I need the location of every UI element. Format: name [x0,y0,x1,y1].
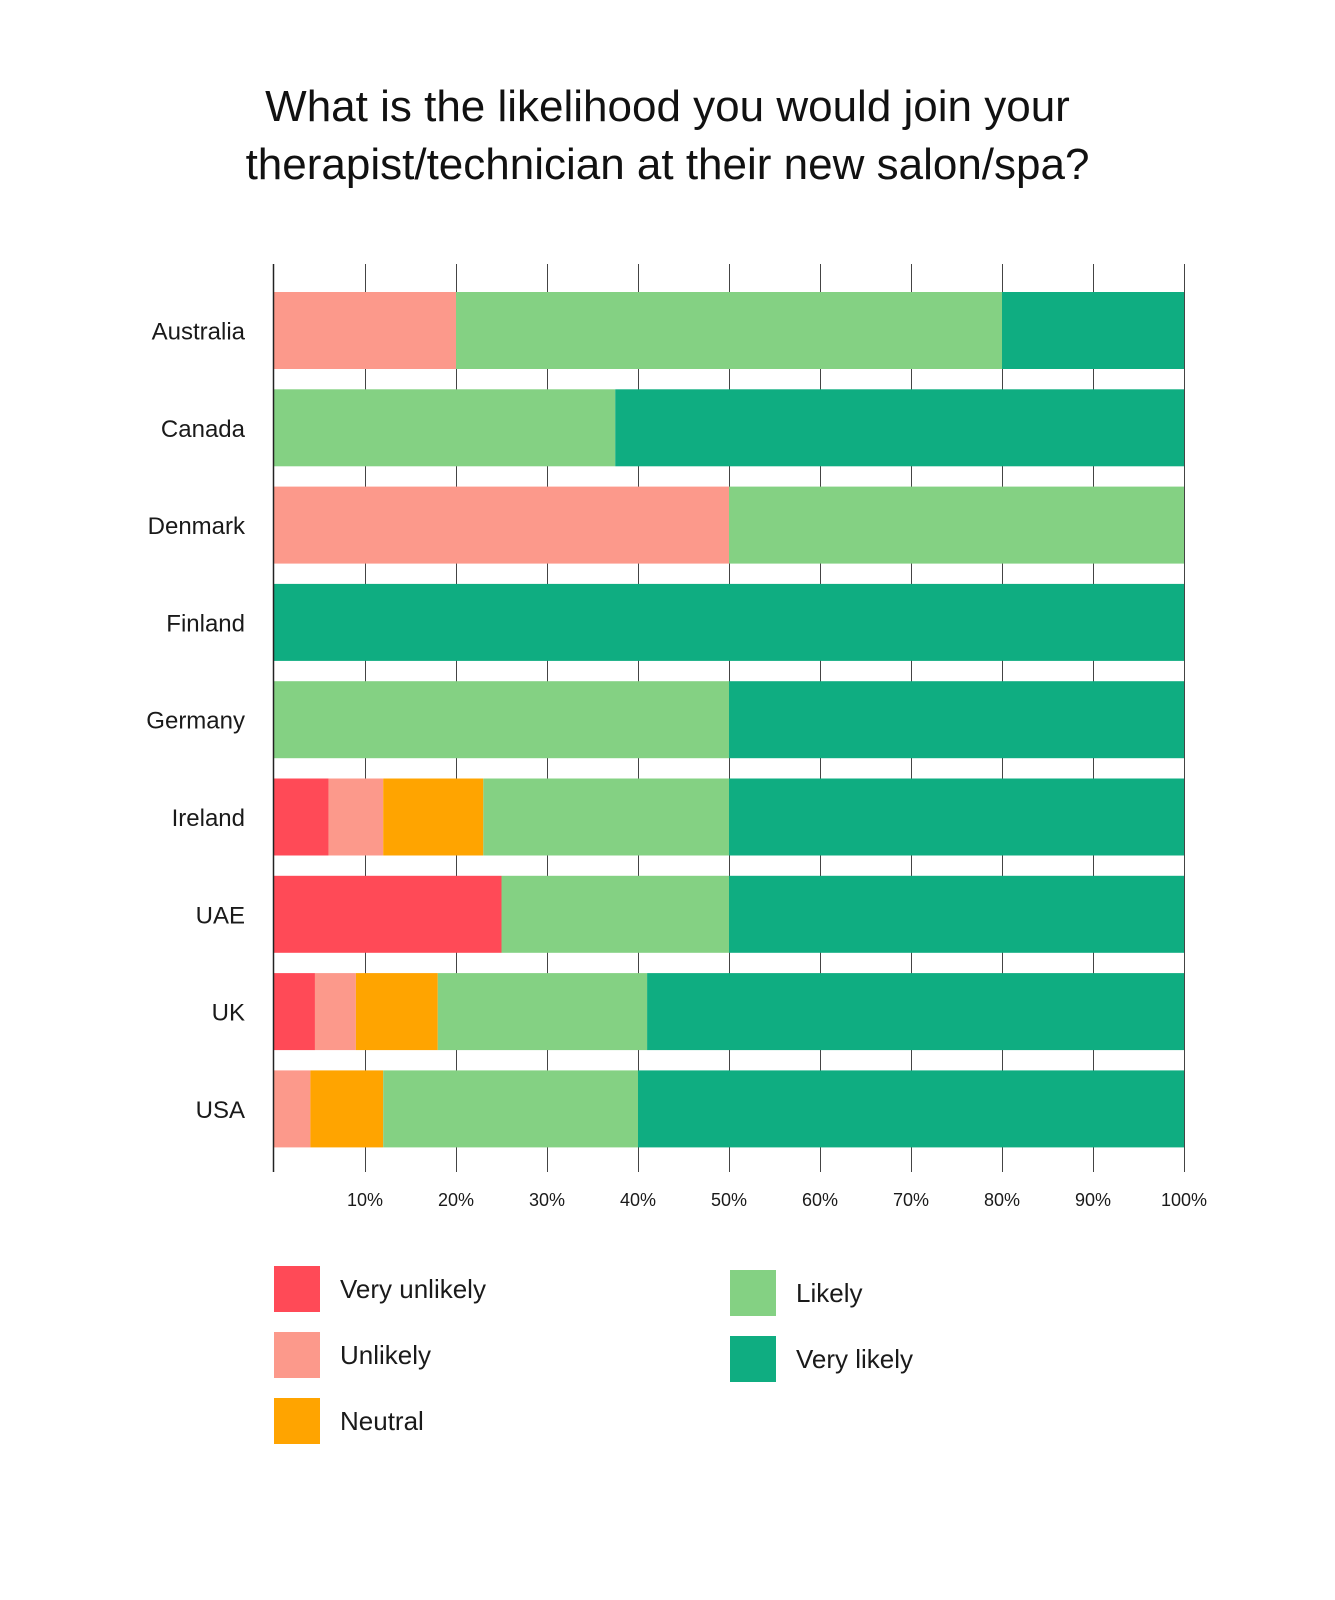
bar-segment-uae-very-likely [729,875,1184,953]
bar-segment-canada-very-likely [615,389,1184,467]
bar-segment-ireland-unlikely [328,778,384,856]
x-tick-label: 30% [529,1190,565,1210]
bar-segment-uae-very-unlikely [274,875,502,953]
bar-segment-uk-very-unlikely [274,973,315,1051]
chart-title-line-1: What is the likelihood you would join yo… [265,82,1070,131]
bar-segment-usa-likely [383,1070,638,1148]
category-label: UK [212,1000,245,1027]
bar-segment-ireland-neutral [383,778,484,856]
category-labels: Australia Canada Denmark Finland Germany Irel… [146,319,246,1124]
x-tick-label: 50% [711,1190,747,1210]
bar-segment-uae-likely [501,875,729,953]
bar-segment-uk-unlikely [314,973,356,1051]
category-label: USA [196,1097,245,1124]
bar-segment-usa-neutral [310,1070,384,1148]
chart-title-line-2: therapist/technician at their new salon/… [245,140,1090,189]
x-tick-label: 100% [1161,1190,1207,1210]
bar-segment-uk-neutral [355,973,438,1051]
category-label: Australia [152,319,246,346]
category-label: Ireland [172,805,245,832]
bar-segment-uk-likely [437,973,648,1051]
chart-title: What is the likelihood you would join yo… [0,78,1335,194]
bar-segment-finland-very-likely [274,583,1184,661]
bar-segment-ireland-very-unlikely [274,778,329,856]
x-tick-label: 60% [802,1190,838,1210]
bar-segment-denmark-likely [729,486,1184,564]
category-label: Germany [146,708,245,735]
bar-segment-australia-very-likely [1002,292,1184,369]
x-tick-label: 80% [984,1190,1020,1210]
bar-segment-australia-likely [456,292,1002,369]
bar-segment-germany-likely [274,681,729,759]
bar-segment-ireland-very-likely [729,778,1184,856]
bar-segment-germany-very-likely [729,681,1184,759]
x-tick-label: 40% [620,1190,656,1210]
category-label: Denmark [148,513,246,540]
bars [274,292,1184,1148]
x-tick-label: 20% [438,1190,474,1210]
bar-segment-uk-very-likely [647,973,1184,1051]
category-label: Finland [166,610,245,637]
x-tick-label: 10% [347,1190,383,1210]
x-tick-label: 70% [893,1190,929,1210]
category-label: Canada [161,416,246,443]
bar-segment-usa-unlikely [274,1070,311,1148]
bar-segment-usa-very-likely [638,1070,1184,1148]
x-tick-label: 90% [1075,1190,1111,1210]
bar-segment-canada-likely [274,389,616,467]
bar-segment-ireland-likely [483,778,729,856]
bar-segment-denmark-unlikely [274,486,729,564]
bar-segment-australia-unlikely [274,292,456,369]
category-label: UAE [196,902,245,929]
x-tick-labels: 10% 20% 30% 40% 50% 60% 70% 80% 90% 100% [347,1190,1207,1210]
